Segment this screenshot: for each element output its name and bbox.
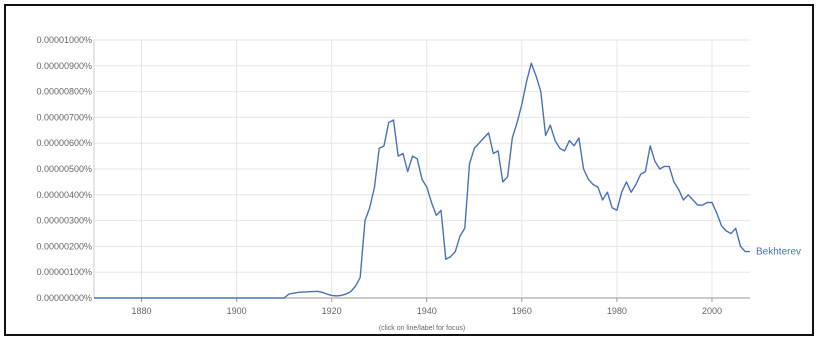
y-tick-label: 0.00000100%	[36, 267, 92, 277]
x-tick-label: 1960	[512, 306, 532, 316]
x-tick-labels: 1880 1900 1920 1940 1960 1980 2000	[132, 306, 722, 316]
x-tick-label: 1880	[132, 306, 152, 316]
x-tick-label: 1920	[322, 306, 342, 316]
x-tick-label: 2000	[702, 306, 722, 316]
x-tick-label: 1900	[227, 306, 247, 316]
y-tick-label: 0.00000300%	[36, 216, 92, 226]
focus-hint: (click on line/label for focus)	[379, 325, 465, 332]
x-tick-label: 1980	[607, 306, 627, 316]
y-tick-labels: 0.00001000% 0.00000900% 0.00000800% 0.00000…	[36, 35, 92, 303]
grid-lines	[94, 39, 750, 298]
y-tick-label: 0.00000000%	[36, 293, 92, 303]
y-tick-label: 0.00000200%	[36, 241, 92, 251]
ngram-line-chart: 0.00001000% 0.00000900% 0.00000800% 0.00000…	[36, 35, 801, 332]
y-tick-label: 0.00000400%	[36, 190, 92, 200]
series-layer[interactable]: Bekhterev	[94, 62, 801, 299]
y-tick-label: 0.00000900%	[36, 61, 92, 71]
y-tick-label: 0.00001000%	[36, 35, 92, 45]
y-tick-label: 0.00000700%	[36, 112, 92, 122]
y-tick-label: 0.00000800%	[36, 87, 92, 97]
y-tick-label: 0.00000500%	[36, 164, 92, 174]
series-line-bekhterev[interactable]	[94, 62, 750, 299]
axes	[93, 40, 750, 302]
x-tick-label: 1940	[417, 306, 437, 316]
y-tick-label: 0.00000600%	[36, 138, 92, 148]
series-label-bekhterev[interactable]: Bekhterev	[756, 247, 801, 258]
chart-frame: 0.00001000% 0.00000900% 0.00000800% 0.00000…	[4, 4, 814, 336]
